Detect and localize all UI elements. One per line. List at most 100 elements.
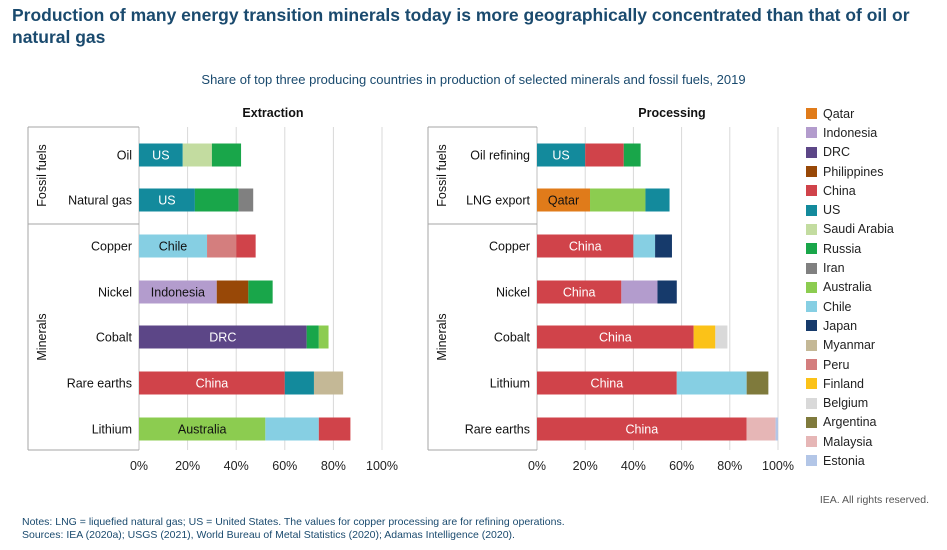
bar-segment-china xyxy=(537,234,634,258)
legend-label: Estonia xyxy=(823,453,865,468)
bar-segment-japan xyxy=(655,234,672,258)
bar-segment-indonesia xyxy=(139,280,217,304)
group-label-fossil-fuels: Fossil fuels xyxy=(35,144,49,207)
bar-segment-chile xyxy=(676,371,747,395)
row-label: Copper xyxy=(489,240,530,254)
bar-segment-malaysia xyxy=(746,417,776,441)
bar-segment-chile xyxy=(265,417,319,441)
bar-data-label: Australia xyxy=(178,423,227,437)
legend-label: Iran xyxy=(823,261,845,276)
bar-segment-myanmar xyxy=(313,371,344,395)
legend-item-finland: Finland xyxy=(806,374,946,393)
bar-segment-china xyxy=(537,417,747,441)
bar-segment-us xyxy=(284,371,314,395)
x-tick-label: 60% xyxy=(272,459,297,473)
x-tick-label: 100% xyxy=(366,459,398,473)
bar-data-label: Chile xyxy=(159,240,188,254)
legend-item-japan: Japan xyxy=(806,316,946,335)
bar-data-label: China xyxy=(569,240,602,254)
legend-swatch xyxy=(806,436,817,448)
bar-segment-chile xyxy=(633,234,656,258)
legend-swatch xyxy=(806,301,817,313)
legend-label: US xyxy=(823,203,841,218)
bar-data-label: US xyxy=(552,149,569,163)
legend-label: Chile xyxy=(823,299,852,314)
chart-subtitle: Share of top three producing countries i… xyxy=(201,72,746,87)
notes-text: Notes: LNG = liquefied natural gas; US =… xyxy=(22,516,565,528)
bar-segment-china xyxy=(585,143,624,167)
row-label: Nickel xyxy=(496,286,530,300)
legend-swatch xyxy=(806,455,817,467)
bar-segment-china xyxy=(537,371,677,395)
legend-label: Belgium xyxy=(823,396,869,411)
bar-segment-saudi-arabia xyxy=(182,143,212,167)
row-label: Copper xyxy=(91,240,132,254)
bar-segment-russia xyxy=(211,143,242,167)
bar-data-label: DRC xyxy=(209,331,236,345)
bar-segment-us xyxy=(537,143,586,167)
x-tick-label: 80% xyxy=(321,459,346,473)
row-label: Oil xyxy=(117,149,132,163)
panel-title-1: Processing xyxy=(638,106,705,120)
panel-title-0: Extraction xyxy=(242,106,303,120)
footnotes: Notes: LNG = liquefied natural gas; US =… xyxy=(22,516,565,542)
row-label: Nickel xyxy=(98,286,132,300)
x-tick-label: 80% xyxy=(717,459,742,473)
row-label: Cobalt xyxy=(96,331,133,345)
legend-swatch xyxy=(806,320,817,332)
bar-segment-russia xyxy=(194,188,239,212)
legend-swatch xyxy=(806,146,817,158)
bar-data-label: China xyxy=(196,377,229,391)
legend-label: Russia xyxy=(823,241,862,256)
bar-segment-australia xyxy=(318,325,329,349)
legend-swatch xyxy=(806,223,817,235)
bar-data-label: China xyxy=(599,331,632,345)
bar-segment-china xyxy=(236,234,256,258)
legend-swatch xyxy=(806,359,817,370)
x-tick-label: 20% xyxy=(573,459,598,473)
legend-item-russia: Russia xyxy=(806,239,946,258)
legend-label: Argentina xyxy=(823,415,877,430)
row-label: Rare earths xyxy=(67,377,132,391)
bar-data-label: Qatar xyxy=(548,194,579,208)
bar-segment-indonesia xyxy=(621,280,658,304)
legend-swatch xyxy=(806,339,817,351)
bar-segment-china xyxy=(537,325,694,349)
bar-segment-china xyxy=(318,417,351,441)
legend-item-australia: Australia xyxy=(806,278,946,297)
sources-text: Sources: IEA (2020a); USGS (2021), World… xyxy=(22,529,515,541)
row-label: Lithium xyxy=(92,423,132,437)
legend-label: Australia xyxy=(823,280,872,295)
legend-swatch xyxy=(806,397,817,409)
x-tick-label: 100% xyxy=(762,459,794,473)
bar-segment-chile xyxy=(139,234,208,258)
bar-segment-japan xyxy=(657,280,677,304)
legend-swatch xyxy=(806,127,817,139)
bar-segment-russia xyxy=(623,143,641,167)
legend-item-drc: DRC xyxy=(806,143,946,162)
row-label: LNG export xyxy=(466,194,530,208)
legend: Qatar Indonesia DRC Philippines China US Saudi… xyxy=(806,104,946,471)
bar-segment-peru xyxy=(207,234,237,258)
legend-swatch xyxy=(806,108,817,120)
legend-swatch xyxy=(806,204,817,216)
legend-label: DRC xyxy=(823,145,851,160)
bar-segment-estonia xyxy=(775,417,778,441)
bar-segment-us xyxy=(139,188,195,212)
legend-swatch xyxy=(806,378,817,390)
bar-segment-drc xyxy=(139,325,307,349)
bar-segment-belgium xyxy=(715,325,728,349)
legend-label: Qatar xyxy=(823,106,855,121)
legend-item-indonesia: Indonesia xyxy=(806,123,946,142)
legend-label: China xyxy=(823,183,856,198)
group-label-minerals: Minerals xyxy=(435,313,449,360)
bar-data-label: China xyxy=(591,377,624,391)
group-label-fossil-fuels: Fossil fuels xyxy=(435,144,449,207)
legend-item-saudi-arabia: Saudi Arabia xyxy=(806,220,946,239)
bar-segment-russia xyxy=(248,280,273,304)
legend-swatch xyxy=(806,185,817,197)
bar-segment-us xyxy=(139,143,183,167)
legend-label: Malaysia xyxy=(823,434,873,449)
row-label: Lithium xyxy=(490,377,530,391)
